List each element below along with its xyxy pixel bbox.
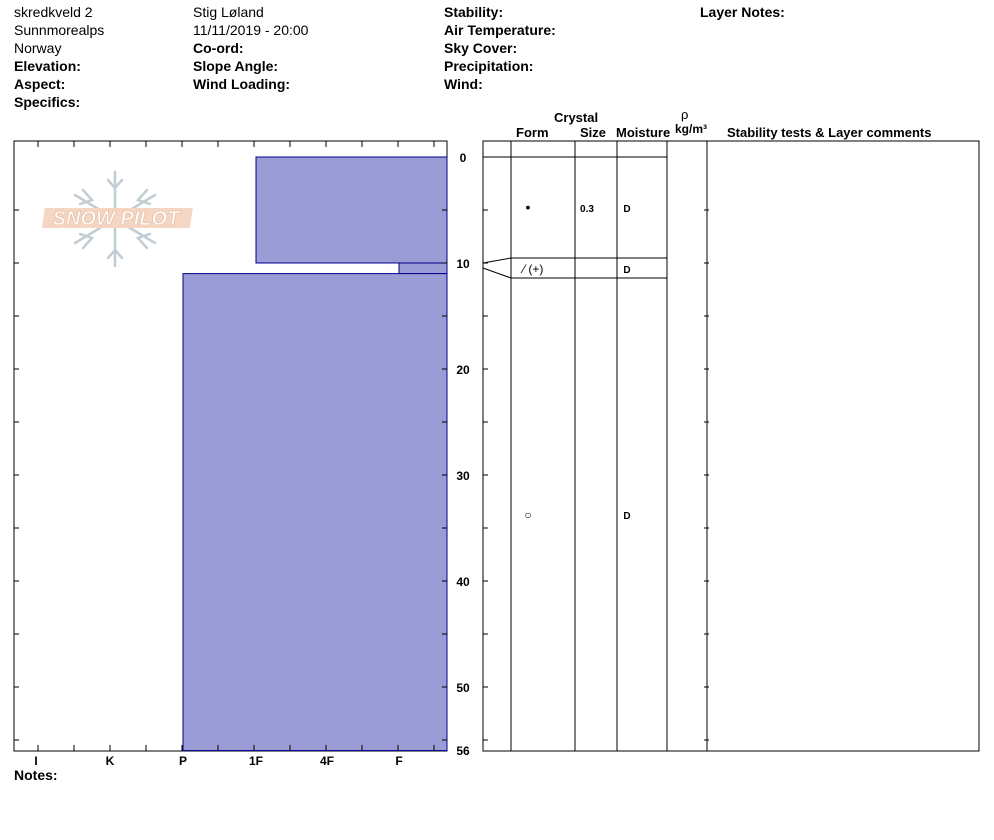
coord-label: Co-ord: bbox=[193, 40, 244, 56]
density-unit: kg/m³ bbox=[675, 122, 708, 136]
logo-text: SNOW PILOT bbox=[53, 208, 181, 230]
depth-tick-label: 56 bbox=[456, 744, 470, 758]
layer-form-symbol: ⁄ (+) bbox=[520, 262, 543, 276]
hardness-tick-label: I bbox=[34, 754, 37, 768]
depth-tick-label: 0 bbox=[460, 151, 467, 165]
snowpilot-logo: SNOW PILOT bbox=[41, 170, 193, 268]
depth-tick-label: 30 bbox=[456, 469, 470, 483]
specifics-label: Specifics: bbox=[14, 94, 81, 110]
layer-moisture-value: D bbox=[623, 204, 630, 215]
elevation-label: Elevation: bbox=[14, 58, 81, 74]
sky-cover-label: Sky Cover: bbox=[444, 40, 518, 56]
layer-notes-label: Layer Notes: bbox=[700, 4, 785, 20]
crystal-header: Crystal bbox=[554, 110, 599, 125]
depth-tick-label: 20 bbox=[456, 363, 470, 377]
layer-moisture-value: D bbox=[623, 265, 630, 276]
precipitation-label: Precipitation: bbox=[444, 58, 534, 74]
depth-tick-label: 10 bbox=[456, 257, 470, 271]
notes-label: Notes: bbox=[14, 767, 58, 783]
layer-form-symbol: ○ bbox=[524, 508, 531, 522]
layer-moisture-value: D bbox=[623, 511, 630, 522]
stability-label: Stability: bbox=[444, 4, 504, 20]
hardness-tick-label: F bbox=[395, 754, 402, 768]
density-symbol: ρ bbox=[681, 107, 689, 122]
hardness-tick-label: P bbox=[179, 754, 187, 768]
aspect-label: Aspect: bbox=[14, 76, 66, 92]
observer-name: Stig Løland bbox=[193, 4, 264, 20]
country: Norway bbox=[14, 40, 62, 56]
wind-loading-label: Wind Loading: bbox=[193, 76, 291, 92]
layer-size-value: 0.3 bbox=[580, 204, 594, 215]
layer-form-symbol: • bbox=[526, 199, 531, 215]
layer-table-frame bbox=[482, 140, 980, 752]
layer-connector bbox=[482, 267, 512, 279]
site-name: skredkveld 2 bbox=[14, 4, 93, 20]
header-col-conditions: Stability: Air Temperature: Sky Cover: P… bbox=[444, 3, 556, 93]
moisture-header: Moisture bbox=[616, 125, 671, 140]
slope-angle-label: Slope Angle: bbox=[193, 58, 279, 74]
observation-datetime: 11/11/2019 - 20:00 bbox=[193, 22, 309, 38]
header-col-observer: Stig Løland 11/11/2019 - 20:00 Co-ord: S… bbox=[193, 3, 308, 93]
form-header: Form bbox=[516, 125, 549, 140]
stability-tests-header: Stability tests & Layer comments bbox=[727, 125, 932, 140]
hardness-tick-label: 4F bbox=[320, 754, 334, 768]
hardness-bar bbox=[398, 262, 448, 275]
hardness-bar bbox=[182, 273, 448, 752]
hardness-tick-label: K bbox=[106, 754, 115, 768]
mountain-range: Sunnmorealps bbox=[14, 22, 105, 38]
header-col-site: skredkveld 2 Sunnmorealps Norway Elevati… bbox=[14, 3, 104, 111]
depth-tick-label: 40 bbox=[456, 575, 470, 589]
depth-tick-label: 50 bbox=[456, 681, 470, 695]
air-temperature-label: Air Temperature: bbox=[444, 22, 556, 38]
hardness-bar bbox=[255, 156, 448, 264]
wind-label: Wind: bbox=[444, 76, 483, 92]
layer-connector bbox=[482, 257, 512, 264]
hardness-tick-label: 1F bbox=[249, 754, 263, 768]
size-header: Size bbox=[580, 125, 607, 140]
